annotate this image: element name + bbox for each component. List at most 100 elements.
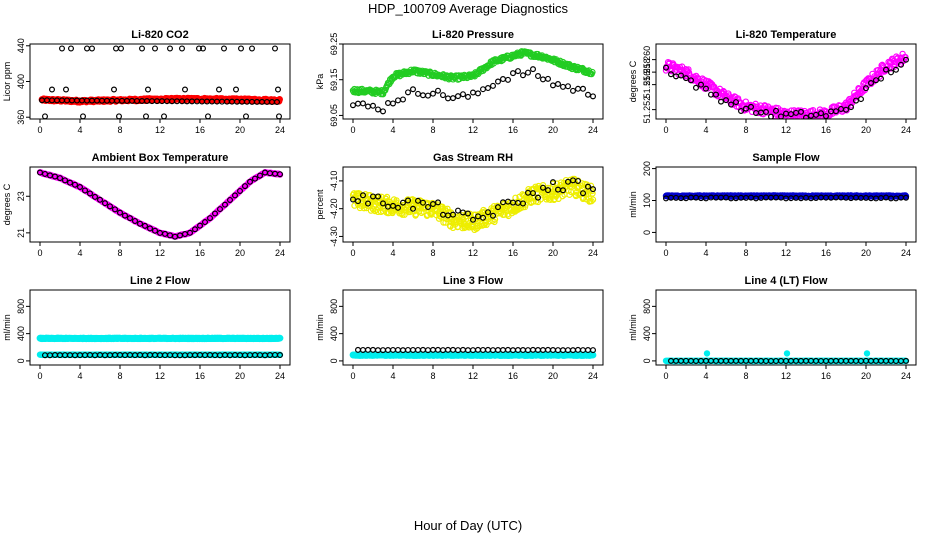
data-points <box>36 334 284 359</box>
data-point <box>692 84 699 91</box>
x-tick-label: 16 <box>508 125 518 135</box>
x-tick-label: 4 <box>390 125 395 135</box>
data-point <box>217 206 224 213</box>
y-tick-label: 69.25 <box>329 33 339 56</box>
data-point-outlier <box>110 86 117 93</box>
data-point-outlier <box>249 45 256 52</box>
data-point <box>126 215 133 222</box>
data-point <box>534 194 541 201</box>
data-point <box>442 219 449 226</box>
data-point <box>81 187 88 194</box>
data-point <box>514 68 521 75</box>
x-tick-label: 4 <box>703 371 708 381</box>
data-point <box>539 184 546 191</box>
y-tick-label: 200 <box>642 161 652 176</box>
data-point <box>360 100 367 107</box>
data-point <box>197 222 204 229</box>
data-point <box>227 196 234 203</box>
series-avg <box>662 56 909 119</box>
x-tick-label: 12 <box>781 125 791 135</box>
data-point <box>685 66 692 73</box>
data-point <box>395 204 402 211</box>
data-point <box>56 175 63 182</box>
data-point <box>435 199 442 206</box>
data-point <box>485 346 492 353</box>
x-tick-label: 20 <box>548 125 558 135</box>
data-point <box>892 66 899 73</box>
y-tick-label: 51.256 <box>642 71 652 99</box>
data-point <box>539 347 546 354</box>
data-point <box>519 200 526 207</box>
data-point <box>380 108 387 115</box>
data-point <box>96 196 103 203</box>
data-point <box>76 184 83 191</box>
y-axis-label: ml/min <box>315 314 325 341</box>
data-point <box>524 69 531 76</box>
data-point <box>589 68 596 76</box>
y-tick-label: 0 <box>16 358 26 363</box>
data-point <box>762 108 769 115</box>
data-point <box>495 204 502 211</box>
data-point <box>589 190 596 197</box>
data-points <box>349 346 597 359</box>
data-point-outlier <box>88 45 95 52</box>
data-point <box>485 85 492 92</box>
data-point <box>529 190 536 197</box>
data-point <box>434 203 442 210</box>
series-fast <box>349 351 597 359</box>
x-axis: 0 4 8 12 16 20 24 <box>663 242 911 258</box>
data-point-outlier <box>42 113 48 119</box>
x-tick-label: 20 <box>861 248 871 258</box>
x-tick-label: 0 <box>663 371 668 381</box>
data-point <box>510 70 517 77</box>
data-points <box>662 192 910 202</box>
series-avg <box>350 177 596 223</box>
data-point <box>549 180 557 187</box>
y-tick-label: 400 <box>329 326 339 341</box>
data-point <box>902 194 909 201</box>
data-point <box>274 99 281 106</box>
x-tick-label: 20 <box>235 125 245 135</box>
data-point <box>390 202 397 209</box>
data-point <box>544 346 551 353</box>
data-point <box>812 111 819 118</box>
data-point <box>852 97 859 104</box>
y-tick-label: 400 <box>642 326 652 341</box>
data-point <box>365 103 372 110</box>
data-point <box>430 201 437 208</box>
data-point <box>450 95 457 102</box>
x-tick-label: 8 <box>117 371 122 381</box>
x-tick-label: 4 <box>703 125 708 135</box>
data-point <box>395 97 402 104</box>
y-axis-label: degrees C <box>2 183 12 225</box>
y-tick-label: -4.10 <box>329 171 339 192</box>
data-point <box>549 82 556 89</box>
data-point <box>137 220 144 227</box>
x-tick-label: 16 <box>821 125 831 135</box>
series-avg <box>38 45 282 119</box>
data-point <box>132 217 139 224</box>
data-point-outlier <box>243 113 249 119</box>
data-point <box>584 91 591 98</box>
data-point <box>420 92 427 99</box>
y-axis-label: ml/min <box>628 314 638 341</box>
data-point <box>544 187 551 194</box>
y-tick-label: 51.252 <box>642 96 652 124</box>
data-point <box>584 183 591 190</box>
data-point <box>797 108 804 115</box>
plot-frame <box>655 166 917 243</box>
data-point <box>505 76 512 83</box>
data-point <box>564 83 571 90</box>
data-point <box>66 179 73 186</box>
data-point <box>207 215 214 222</box>
data-point <box>257 172 264 179</box>
x-tick-label: 12 <box>781 248 791 258</box>
data-point <box>440 92 447 99</box>
y-tick-label: 0 <box>642 230 652 235</box>
data-point <box>867 80 874 87</box>
series-fast <box>36 334 284 343</box>
x-axis: 0 4 8 12 16 20 24 <box>350 242 598 258</box>
data-point-outlier <box>196 45 203 52</box>
chart-title: Line 4 (LT) Flow <box>745 275 828 287</box>
